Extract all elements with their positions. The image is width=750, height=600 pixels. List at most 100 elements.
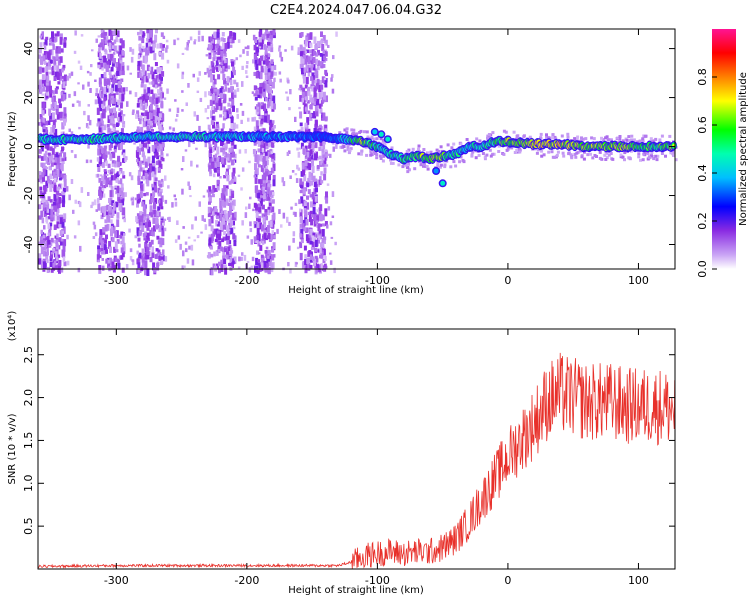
noise-speckle [233, 32, 237, 40]
noise-speckle [154, 79, 158, 86]
noise-speckle [80, 187, 84, 193]
noise-speckle [137, 177, 141, 185]
noise-speckle [251, 91, 255, 94]
noise-speckle [222, 224, 226, 230]
noise-speckle [233, 144, 237, 149]
noise-speckle [56, 105, 60, 109]
noise-speckle [256, 154, 260, 161]
noise-speckle [249, 196, 252, 200]
noise-speckle [210, 44, 213, 49]
ridge-halo [483, 157, 487, 161]
noise-speckle [317, 49, 320, 56]
ridge-halo [551, 133, 555, 137]
noise-speckle [117, 143, 121, 150]
noise-speckle [218, 56, 222, 62]
noise-speckle [313, 128, 317, 133]
noise-speckle [142, 153, 145, 157]
noise-speckle [226, 76, 230, 84]
noise-speckle [68, 194, 71, 201]
noise-speckle [193, 239, 196, 242]
noise-speckle [185, 248, 188, 253]
noise-speckle [315, 74, 319, 79]
noise-speckle [300, 233, 304, 240]
noise-speckle [233, 176, 237, 182]
noise-speckle [316, 264, 320, 271]
noise-speckle [324, 149, 328, 153]
noise-speckle [278, 45, 282, 48]
noise-speckle [212, 56, 216, 62]
ridge-halo [553, 155, 557, 159]
noise-speckle [160, 101, 164, 109]
noise-speckle [146, 251, 150, 260]
noise-speckle [100, 29, 104, 33]
noise-speckle [312, 256, 315, 261]
ridge-halo [586, 153, 590, 157]
noise-speckle [304, 254, 307, 259]
noise-speckle [138, 35, 142, 41]
noise-speckle [273, 77, 276, 83]
noise-speckle [325, 39, 328, 46]
noise-speckle [137, 64, 141, 71]
noise-speckle [152, 262, 156, 271]
noise-speckle [213, 163, 217, 169]
noise-speckle [181, 188, 184, 195]
noise-speckle [49, 146, 53, 151]
noise-speckle [246, 235, 250, 239]
noise-speckle [229, 31, 233, 37]
noise-speckle [258, 42, 262, 49]
noise-speckle [187, 236, 191, 239]
ridge-halo [628, 139, 632, 142]
noise-speckle [118, 171, 122, 175]
noise-speckle [44, 248, 48, 253]
noise-speckle [140, 221, 143, 226]
noise-speckle [39, 190, 43, 199]
noise-speckle [131, 259, 135, 266]
noise-speckle [93, 224, 97, 230]
noise-speckle [258, 46, 262, 49]
noise-speckle [39, 79, 43, 83]
noise-speckle [107, 99, 111, 107]
ridge-halo [590, 136, 594, 140]
noise-speckle [149, 29, 153, 38]
noise-speckle [216, 179, 220, 184]
noise-speckle [201, 35, 204, 42]
noise-speckle [187, 83, 190, 88]
noise-speckle [143, 237, 147, 241]
noise-speckle [63, 175, 67, 182]
ridge-halo [650, 139, 654, 143]
noise-speckle [312, 206, 316, 215]
noise-speckle [50, 217, 54, 221]
noise-speckle [267, 266, 271, 275]
noise-speckle [241, 252, 244, 256]
noise-speckle [59, 37, 63, 45]
noise-speckle [223, 264, 227, 268]
noise-speckle [38, 149, 42, 154]
noise-speckle [227, 87, 231, 93]
noise-speckle [183, 265, 186, 268]
noise-speckle [264, 141, 268, 146]
noise-speckle [211, 162, 215, 169]
noise-speckle [310, 66, 313, 71]
noise-speckle [294, 116, 297, 122]
noise-speckle [219, 201, 223, 210]
noise-speckle [146, 169, 150, 175]
ridge-halo [592, 137, 596, 141]
noise-speckle [148, 243, 152, 248]
ridge-halo [481, 152, 485, 155]
noise-speckle [154, 69, 158, 74]
noise-speckle [264, 210, 268, 217]
noise-speckle [315, 82, 319, 89]
noise-speckle [103, 86, 107, 95]
noise-speckle [52, 90, 55, 95]
ridge-halo [623, 151, 627, 155]
noise-speckle [265, 171, 269, 177]
ridge-halo [383, 141, 387, 145]
noise-speckle [120, 231, 124, 236]
noise-speckle [123, 233, 126, 236]
noise-speckle [66, 234, 69, 240]
noise-speckle [220, 37, 224, 42]
noise-speckle [97, 245, 101, 250]
noise-speckle [115, 178, 119, 183]
ridge-halo [381, 159, 385, 163]
noise-speckle [40, 229, 43, 235]
